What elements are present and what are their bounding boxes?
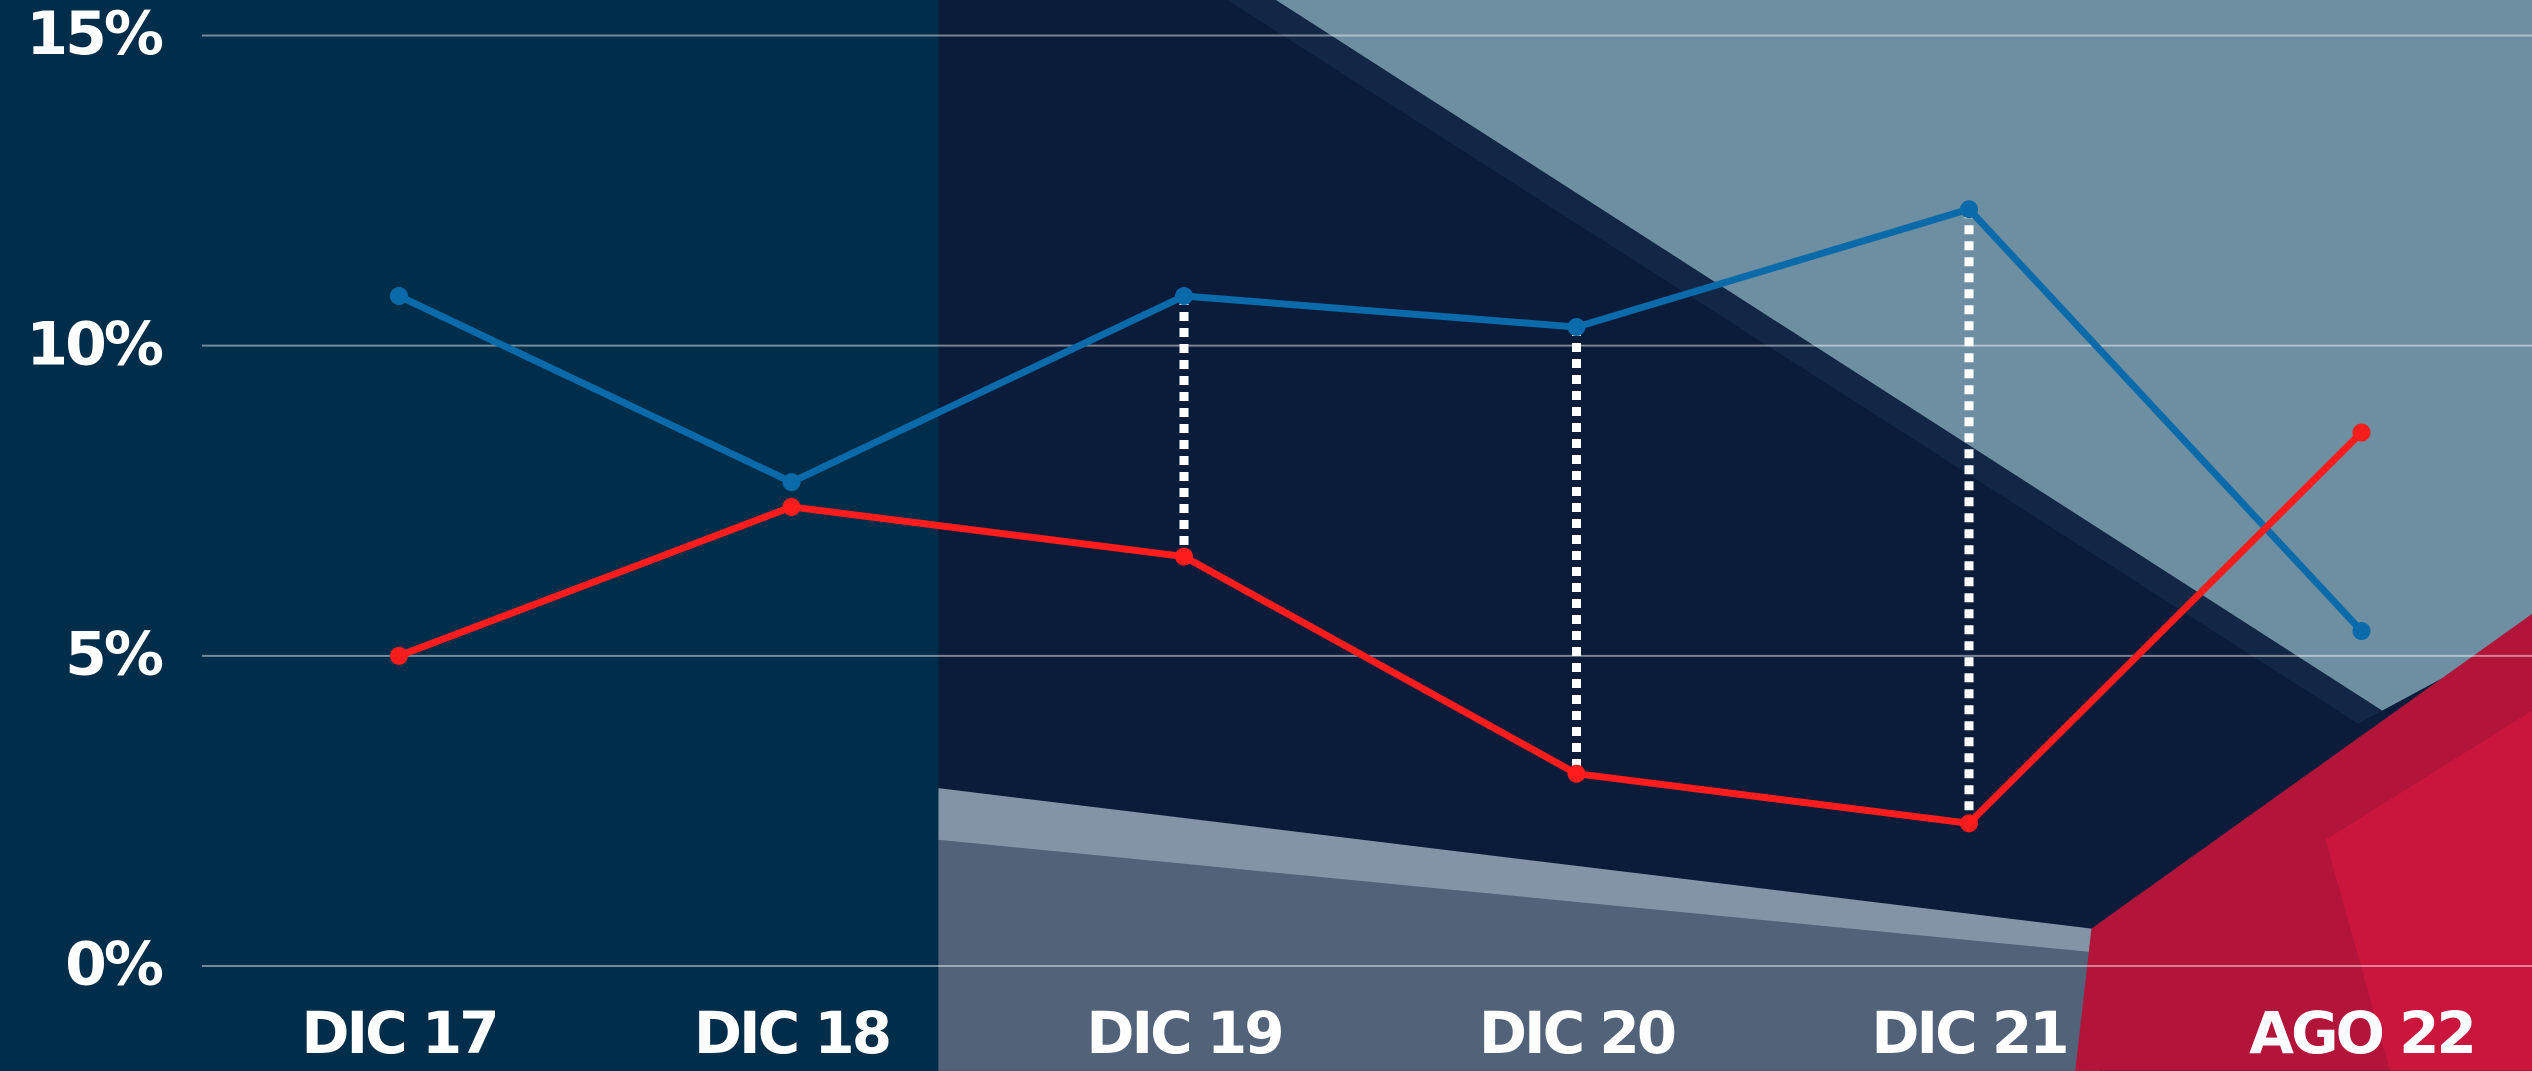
y-tick-label: 15% xyxy=(26,0,162,69)
chart: 0% 5% 10% 15% DIC 17 DIC 18 DIC 19 DIC 20 DIC 21… xyxy=(0,0,2532,1071)
data-point xyxy=(1960,814,1978,832)
data-point xyxy=(1568,765,1586,783)
y-tick-label: 5% xyxy=(65,619,163,689)
x-tick-label: AGO 22 xyxy=(2249,999,2474,1067)
x-tick-label: DIC 18 xyxy=(694,999,889,1067)
x-tick-label: DIC 17 xyxy=(301,999,496,1067)
y-tick-label: 0% xyxy=(65,930,163,1000)
data-point xyxy=(2353,622,2371,640)
data-point xyxy=(1960,200,1978,218)
data-point xyxy=(783,498,801,516)
data-point xyxy=(390,287,408,305)
data-point xyxy=(1175,287,1193,305)
page: {"chart_data": {"type": "line", "categor… xyxy=(0,0,2532,1071)
y-tick-label: 10% xyxy=(26,309,162,379)
x-tick-label: DIC 21 xyxy=(1871,999,2066,1067)
x-tick-label: DIC 19 xyxy=(1086,999,1281,1067)
data-point xyxy=(1568,318,1586,336)
data-point xyxy=(2353,424,2371,442)
x-tick-label: DIC 20 xyxy=(1479,999,1675,1067)
data-point xyxy=(1175,548,1193,566)
background-photo xyxy=(0,0,2532,1071)
data-point xyxy=(783,473,801,491)
data-point xyxy=(390,647,408,665)
